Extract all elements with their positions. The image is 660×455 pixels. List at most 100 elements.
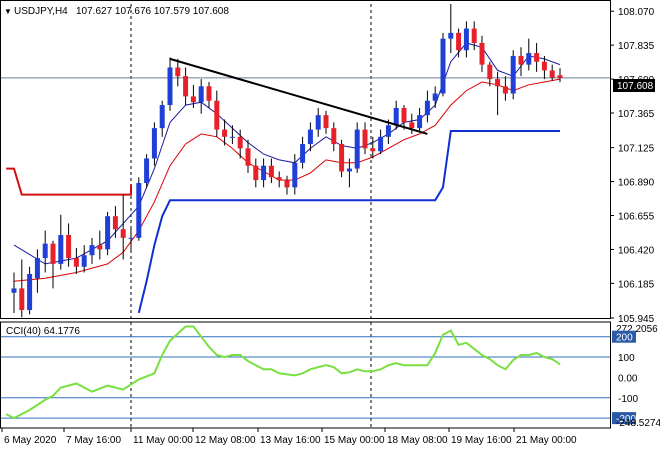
candle-body [144, 158, 149, 183]
candle [433, 86, 438, 108]
price-tick-label: 107.835 [618, 41, 655, 52]
candle-body [113, 216, 118, 229]
candle [183, 68, 188, 106]
candle-body [66, 235, 71, 258]
symbol-label: USDJPY,H4 [14, 6, 68, 17]
candle-body [97, 245, 102, 249]
candle-body [152, 128, 157, 158]
ma-fast-line [14, 43, 560, 264]
candle-body [503, 86, 508, 93]
candle-body [308, 130, 313, 144]
candle-body [386, 125, 391, 137]
candle-body [519, 56, 524, 65]
candle [269, 158, 274, 183]
candle-body [90, 245, 95, 255]
price-tick-label: 106.655 [618, 211, 655, 222]
candle-body [433, 94, 438, 101]
candle [27, 267, 32, 315]
candle [261, 158, 266, 187]
candle [136, 177, 141, 241]
cci-panel [0, 327, 610, 419]
candle-body [487, 65, 492, 79]
candle-body [261, 166, 266, 180]
time-tick-label: 18 May 08:00 [387, 435, 448, 446]
candle [324, 111, 329, 134]
candle [456, 29, 461, 58]
candle [144, 154, 149, 187]
candle [12, 273, 17, 313]
current-price-text: 107.608 [617, 81, 654, 92]
candle-body [355, 130, 360, 169]
candle-body [253, 166, 258, 180]
time-tick-label: 7 May 16:00 [66, 435, 121, 446]
candle-body [472, 29, 477, 43]
candle [246, 140, 251, 173]
candle [51, 241, 56, 289]
candle-body [19, 288, 24, 310]
stop-line-blue [139, 131, 560, 313]
candle [113, 206, 118, 238]
candle-body [292, 163, 297, 188]
candle-body [160, 105, 165, 128]
candle-body [175, 68, 180, 77]
candle-body [526, 53, 531, 65]
candle-body [550, 70, 555, 77]
candle [448, 4, 453, 53]
dropdown-triangle-icon[interactable]: ▼ [4, 7, 12, 16]
price-tick-label: 106.185 [618, 279, 655, 290]
candle-body [129, 238, 134, 239]
candle-body [121, 229, 126, 238]
time-tick-label: 6 May 2020 [4, 435, 57, 446]
price-tick-label: 108.070 [618, 7, 655, 18]
cci-label: CCI(40) 64.1776 [6, 326, 80, 337]
candle [292, 154, 297, 194]
candle-body [448, 33, 453, 39]
candle-body [464, 29, 469, 51]
candle-body [558, 75, 563, 78]
candle-body [324, 115, 329, 128]
candle [480, 36, 485, 72]
candle-body [58, 235, 63, 264]
candle-body [425, 101, 430, 115]
candle-body [363, 130, 368, 149]
candle [277, 171, 282, 187]
cci-min-label: -248.5274 [616, 418, 660, 429]
candle [90, 238, 95, 264]
candle [339, 140, 344, 178]
current-price-label: 107.608 [613, 79, 655, 92]
cci-line [6, 327, 560, 419]
candle-body [456, 33, 461, 50]
candle [331, 122, 336, 151]
candle [316, 108, 321, 137]
candle-body [12, 288, 17, 292]
candle-body [269, 166, 274, 178]
candle [285, 176, 290, 195]
grid-layer [131, 4, 371, 428]
candle [207, 82, 212, 108]
time-tick-label: 19 May 16:00 [451, 435, 512, 446]
ohlc-readout: 107.627 107.676 107.579 107.608 [76, 6, 229, 17]
cci-tick-label: 100 [618, 353, 635, 364]
candle-body [35, 258, 40, 278]
candle-body [542, 62, 547, 71]
candle [168, 57, 173, 110]
time-tick-label: 11 May 00:00 [133, 435, 193, 446]
candle [58, 215, 63, 270]
cci-tick-label: 0.00 [618, 373, 638, 384]
candle [300, 137, 305, 169]
candle [19, 260, 24, 318]
candle-body [370, 148, 375, 151]
price-tick-label: 106.420 [618, 245, 655, 256]
stop-line-red [6, 169, 131, 195]
candle [378, 130, 383, 155]
candle-body [277, 177, 282, 180]
cci-tick-label: -100 [618, 394, 638, 405]
time-tick-label: 21 May 00:00 [516, 435, 577, 446]
candle [199, 79, 204, 114]
candle-body [51, 244, 56, 264]
candle-body [331, 128, 336, 144]
candle [441, 33, 446, 97]
candle-body [316, 115, 321, 129]
